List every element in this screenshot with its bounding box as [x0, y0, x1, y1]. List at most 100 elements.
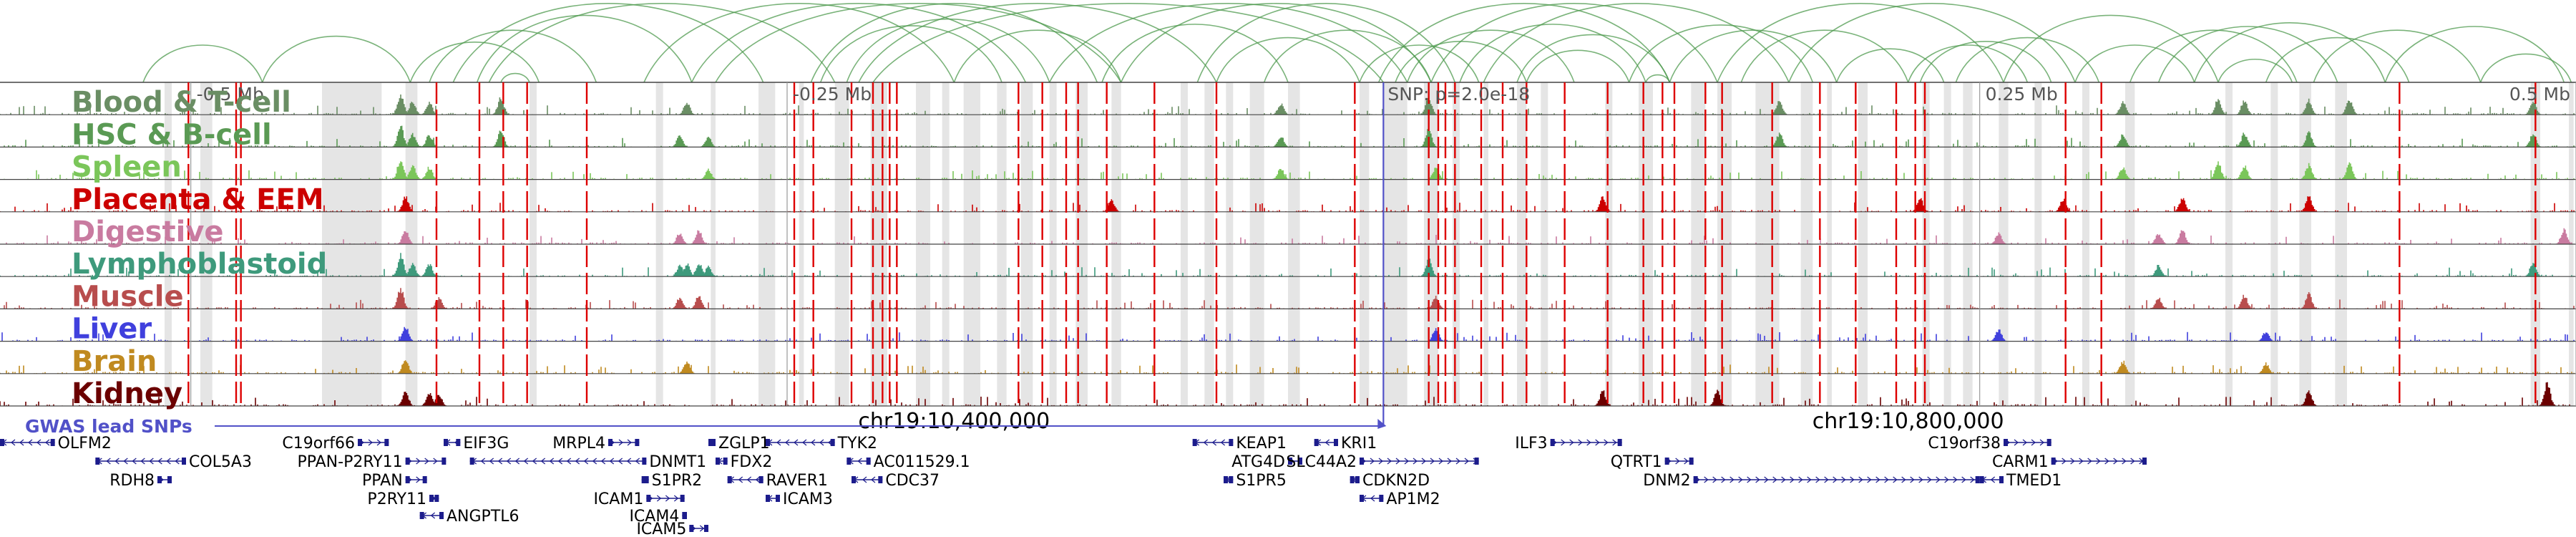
- strand-arrow: [416, 458, 421, 465]
- exon: [830, 439, 835, 446]
- exon: [723, 458, 728, 465]
- track-label: Lymphoblastoid: [72, 248, 327, 281]
- strand-arrow: [1798, 476, 1803, 483]
- strand-arrow: [600, 458, 606, 465]
- strand-arrow: [1464, 458, 1469, 465]
- gene-icam4: ICAM4: [629, 508, 687, 526]
- strand-arrow: [776, 439, 781, 446]
- strand-arrow: [1953, 476, 1958, 483]
- exon: [766, 439, 770, 446]
- gene-rdh8: RDH8: [109, 472, 172, 490]
- track-brain: [0, 360, 2576, 374]
- gene-label: ZGLP1: [718, 435, 770, 453]
- strand-arrow: [2096, 458, 2101, 465]
- strand-arrow: [2014, 439, 2019, 446]
- exon: [1474, 458, 1479, 465]
- strand-arrow: [802, 439, 807, 446]
- gene-label: S1PR5: [1236, 472, 1287, 490]
- gene-label: CARM1: [1992, 453, 2049, 471]
- exon: [358, 439, 362, 446]
- exon: [434, 495, 439, 502]
- track-lymphoblastoid: [0, 253, 2576, 277]
- strand-arrow: [1867, 476, 1872, 483]
- strand-arrow: [1738, 476, 1743, 483]
- strand-arrow: [1404, 458, 1409, 465]
- strand-arrow: [785, 439, 790, 446]
- gene-label: EIF3G: [463, 435, 509, 453]
- strand-arrow: [1901, 476, 1906, 483]
- gene-tmed1: TMED1: [1979, 472, 2062, 490]
- gene-label: SLC44A2: [1286, 453, 1357, 471]
- strand-arrow: [2122, 458, 2127, 465]
- gene-label: DNM2: [1643, 472, 1690, 490]
- exon: [1664, 458, 1669, 465]
- gene-label: CDKN2D: [1362, 472, 1430, 490]
- strand-arrow: [618, 458, 623, 465]
- exon: [1360, 458, 1364, 465]
- strand-arrow: [489, 458, 494, 465]
- strand-arrow: [376, 439, 381, 446]
- loop-arc: [1788, 3, 2076, 83]
- strand-arrow: [1807, 476, 1812, 483]
- strand-arrow: [1944, 476, 1949, 483]
- strand-arrow: [424, 458, 429, 465]
- strand-arrow: [114, 458, 119, 465]
- gene-s1pr2: S1PR2: [641, 472, 702, 490]
- gene-olfm2: OLFM2: [0, 435, 112, 453]
- gene-carm1: CARM1: [1992, 453, 2147, 471]
- exon: [642, 458, 647, 465]
- strand-arrow: [1781, 476, 1786, 483]
- strand-arrow: [592, 458, 597, 465]
- gene-track: OLFM2 COL5A3 RDH8 C19orf66PPAN-P2RY11PPANP2…: [0, 435, 2147, 537]
- strand-arrow: [532, 458, 537, 465]
- strand-arrow: [1833, 476, 1838, 483]
- strand-arrow: [1918, 476, 1923, 483]
- exon: [1224, 476, 1228, 483]
- gene-ac011529-1: AC011529.1: [847, 453, 970, 471]
- strand-arrow: [862, 476, 867, 483]
- track-liver: [0, 326, 2576, 342]
- exon: [683, 512, 687, 519]
- loop-arc: [2218, 59, 2293, 83]
- strand-arrow: [1455, 458, 1460, 465]
- strand-arrow: [1675, 458, 1680, 465]
- track-signal: [0, 360, 2575, 374]
- gene-label: MRPL4: [552, 435, 605, 453]
- gene-ppan: PPAN: [362, 472, 427, 490]
- strand-arrow: [1578, 439, 1583, 446]
- track-kidney: [0, 382, 2576, 407]
- gene-label: PPAN-P2RY11: [298, 453, 403, 471]
- exon: [711, 439, 716, 446]
- tick-label: -0.5 Mb: [197, 84, 264, 105]
- track-label: Blood & T-cell: [72, 86, 291, 119]
- strand-arrow: [1927, 476, 1932, 483]
- strand-arrow: [1875, 476, 1880, 483]
- coordinate-axis: -0.5 Mb -0.25 Mb 0.25 Mb 0.5 Mb SNP: p=2.0e-…: [190, 82, 2576, 434]
- loop-arc: [1359, 44, 1480, 83]
- loop-arc: [846, 18, 1050, 83]
- strand-arrow: [626, 458, 632, 465]
- loop-arc: [715, 3, 1122, 83]
- strand-arrow: [755, 476, 761, 483]
- gene-mrpl4: MRPL4: [552, 435, 640, 453]
- exon: [422, 476, 427, 483]
- strand-arrow: [635, 458, 640, 465]
- strand-arrow: [746, 476, 752, 483]
- strand-arrow: [2130, 458, 2135, 465]
- tick-label: 0.25 Mb: [1986, 84, 2058, 105]
- gene-ppan-p2ry11: PPAN-P2RY11: [298, 453, 447, 471]
- strand-arrow: [1438, 458, 1443, 465]
- strand-arrow: [871, 476, 876, 483]
- gene-eif3g: EIF3G: [444, 435, 509, 453]
- exon: [716, 458, 720, 465]
- track-digestive: [0, 228, 2576, 245]
- strand-arrow: [1612, 439, 1617, 446]
- loop-arc: [452, 3, 764, 83]
- strand-arrow: [627, 439, 632, 446]
- loop-arc: [1377, 3, 1671, 83]
- exon: [680, 495, 685, 502]
- loop-arc: [1919, 41, 2052, 83]
- strand-arrow: [819, 439, 824, 446]
- gene-label: QTRT1: [1611, 453, 1662, 471]
- gene-label: P2RY11: [367, 490, 426, 508]
